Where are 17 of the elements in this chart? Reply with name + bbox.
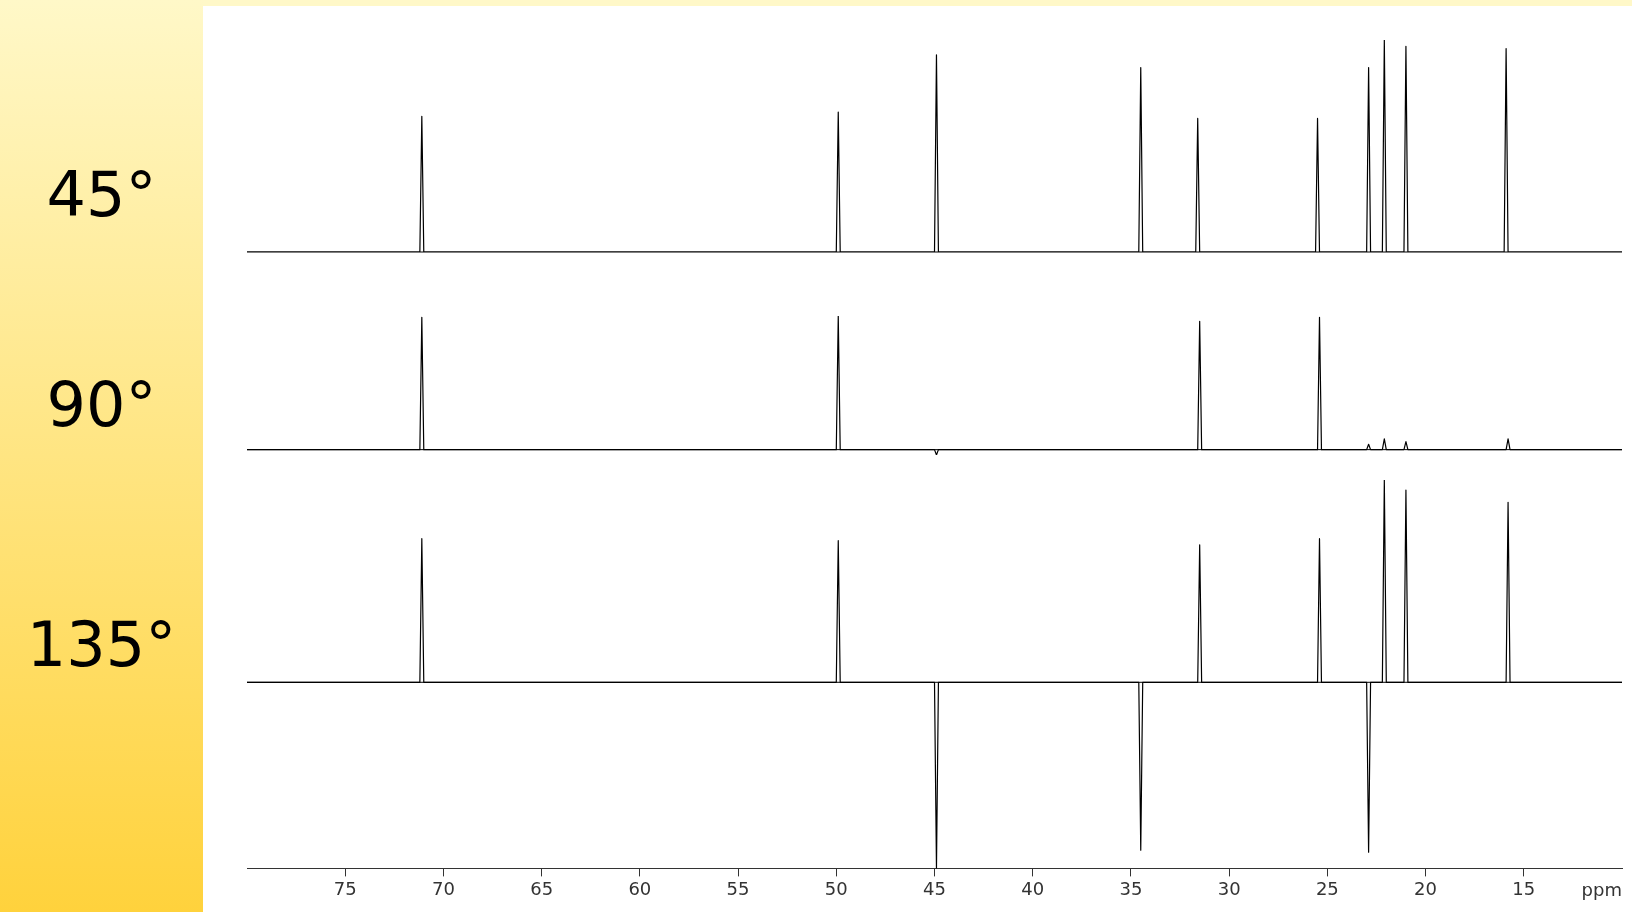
x-tick-label: 55 <box>726 877 750 899</box>
x-tick-label: 70 <box>431 877 455 899</box>
x-tick-label: 20 <box>1414 877 1438 899</box>
y-axis-title: 90° <box>45 368 158 441</box>
x-tick-label: 75 <box>333 877 357 899</box>
y-axis-title: 135° <box>25 608 178 681</box>
x-tick-label: 60 <box>628 877 652 899</box>
x-tick-label: 50 <box>824 877 848 899</box>
x-tick-label: 45 <box>923 877 946 899</box>
x-tick-label: 15 <box>1512 877 1536 899</box>
y-axis-title: 45° <box>45 158 158 231</box>
x-tick-label: 65 <box>530 877 554 899</box>
x-tick-label: 30 <box>1217 877 1241 899</box>
x-tick-label: 40 <box>1021 877 1045 899</box>
x-axis-title: ppm <box>1581 879 1622 901</box>
x-tick-label: 35 <box>1119 877 1143 899</box>
x-tick-label: 25 <box>1315 877 1339 899</box>
